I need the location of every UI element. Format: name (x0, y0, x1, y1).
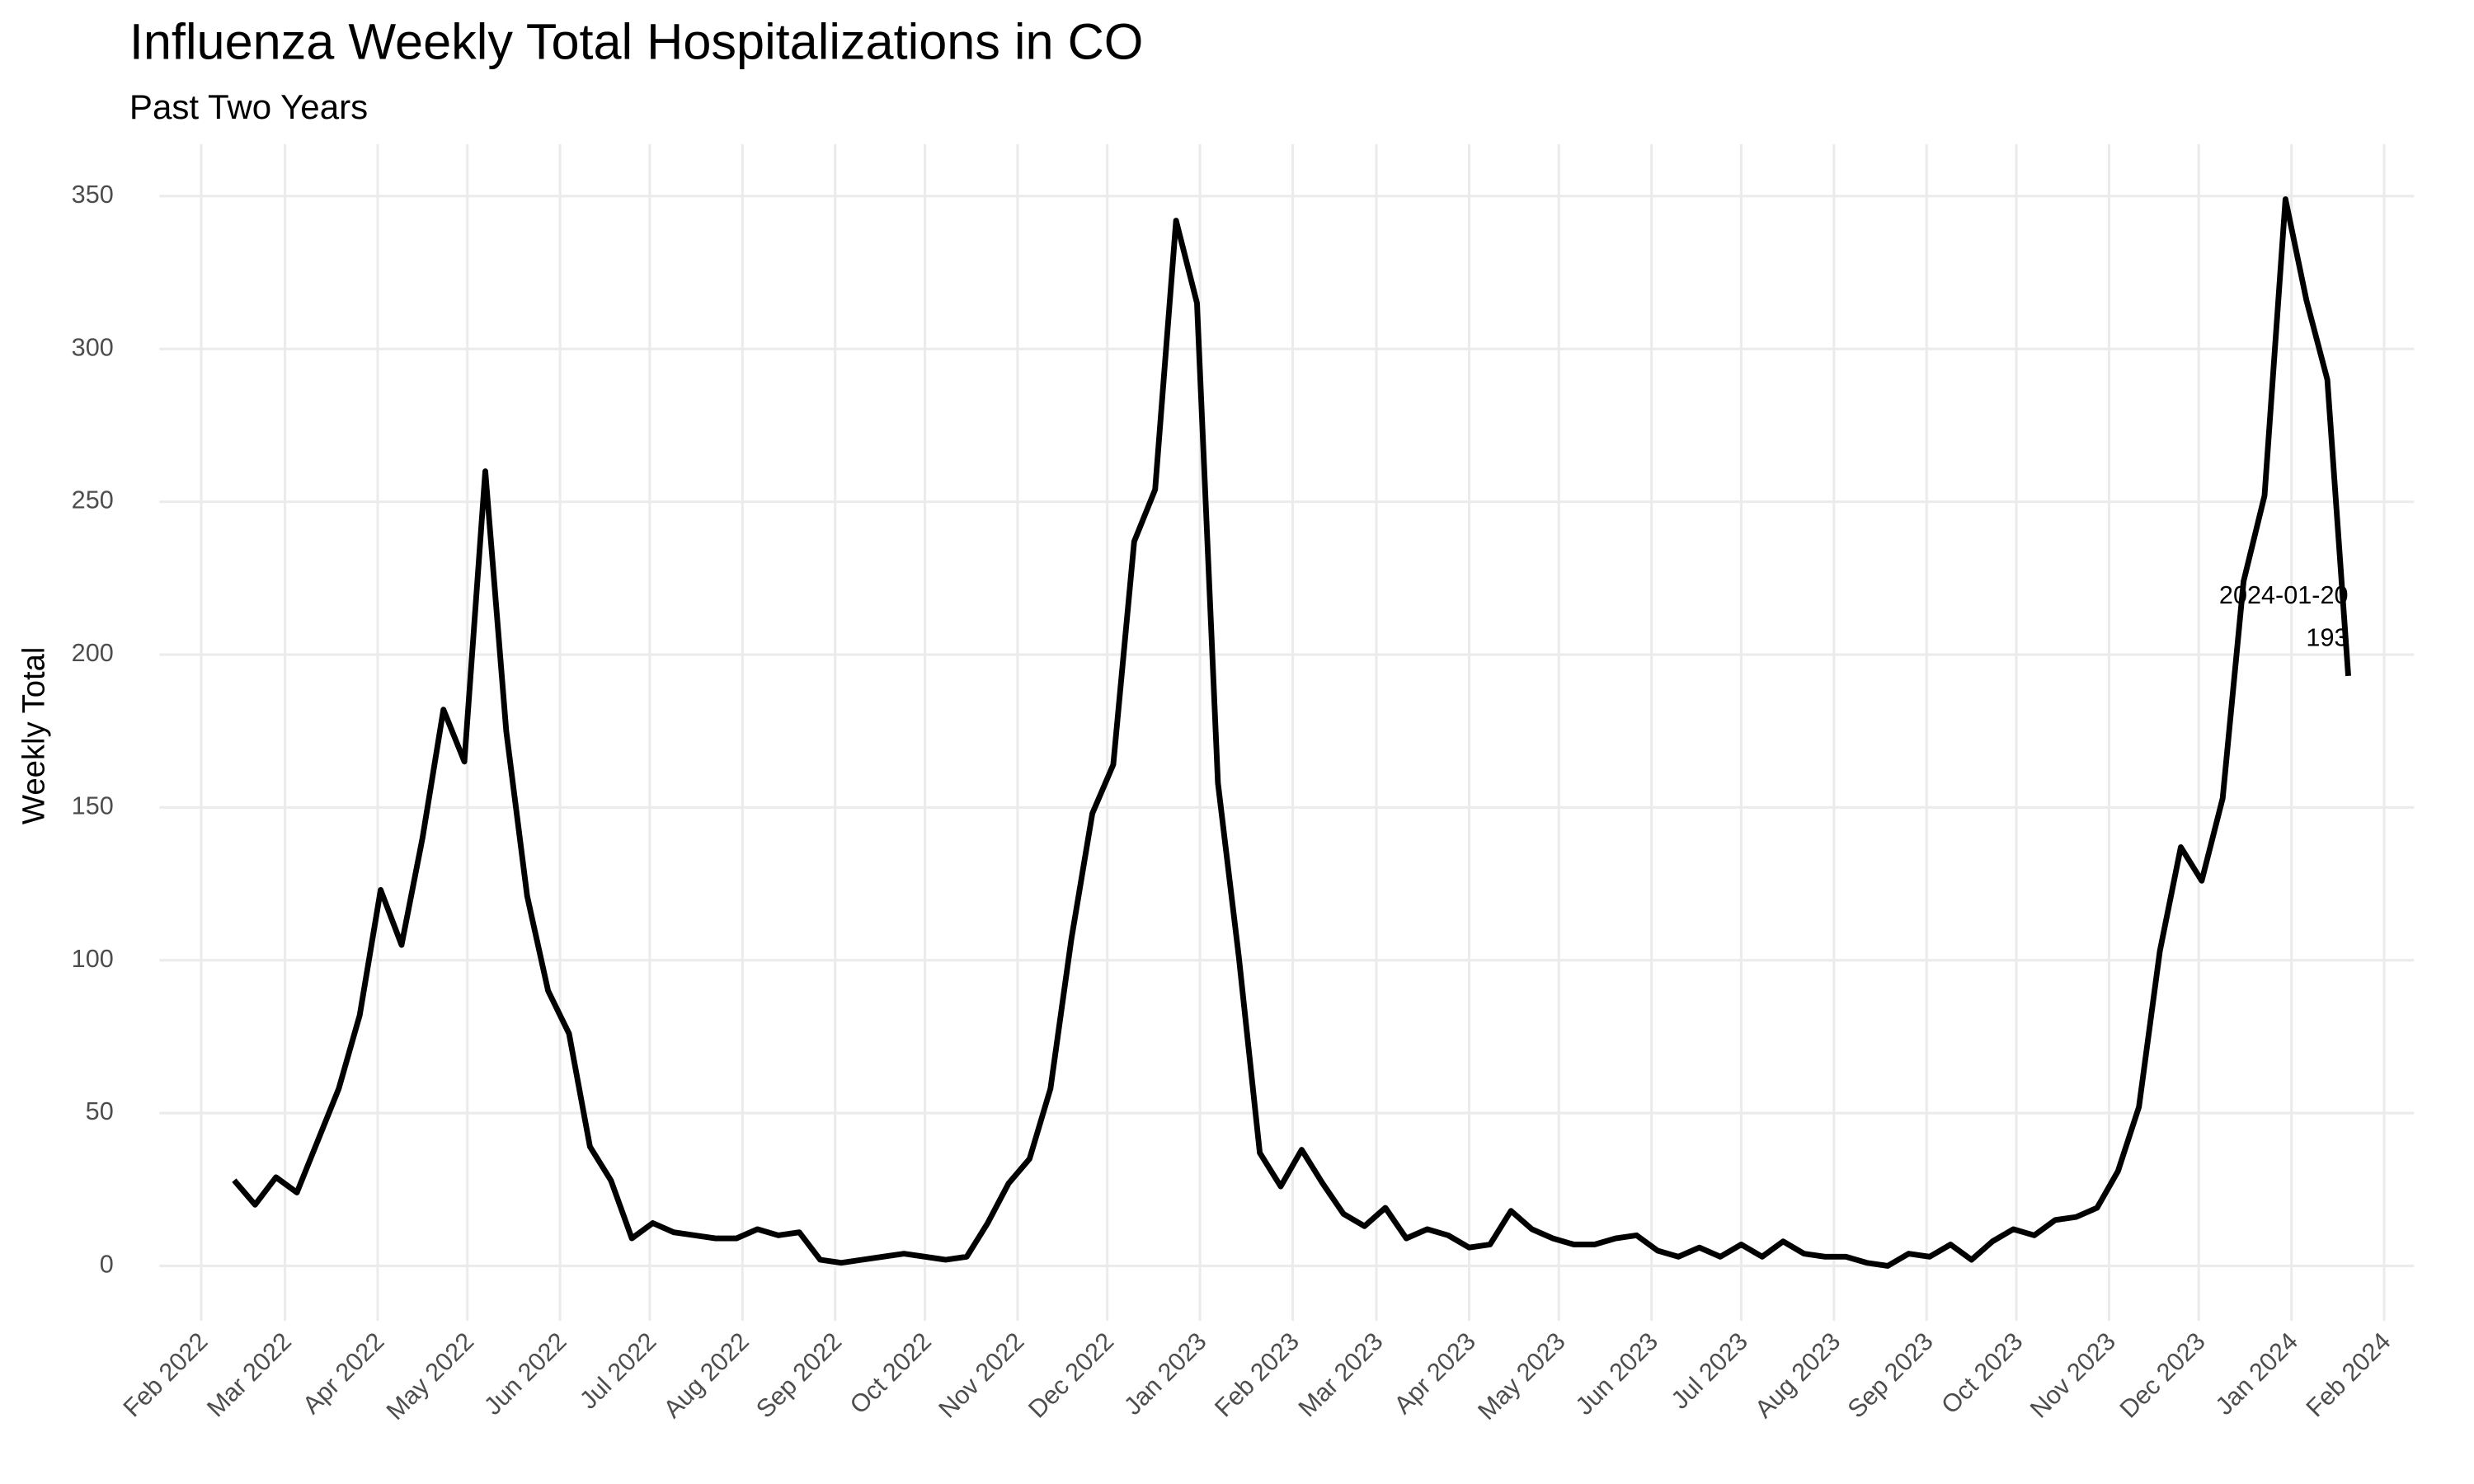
annotation-date: 2024-01-20 (2219, 581, 2349, 609)
x-tick-label: Jun 2023 (1570, 1327, 1663, 1421)
x-tick-label: Feb 2024 (2301, 1327, 2396, 1423)
line (232, 196, 2351, 1269)
x-tick-label: Jul 2023 (1666, 1327, 1753, 1415)
y-tick-label: 350 (72, 181, 114, 209)
x-tick-label: May 2022 (381, 1327, 479, 1425)
x-tick-label: Jan 2023 (1119, 1327, 1212, 1421)
y-axis-label: Weekly Total (16, 647, 52, 824)
x-tick-label: Aug 2023 (1750, 1327, 1846, 1424)
chart-subtitle: Past Two Years (129, 87, 368, 126)
x-tick-label: Nov 2023 (2025, 1327, 2121, 1424)
x-tick-label: Feb 2023 (1210, 1327, 1305, 1423)
y-tick-label: 250 (72, 486, 114, 514)
y-tick-label: 200 (72, 639, 114, 667)
x-tick-label: May 2023 (1473, 1327, 1571, 1425)
x-tick-label: Nov 2022 (934, 1327, 1030, 1424)
y-tick-label: 100 (72, 945, 114, 973)
x-tick-label: Jul 2022 (575, 1327, 662, 1415)
x-tick-label: Oct 2022 (844, 1327, 937, 1420)
y-tick-label: 300 (72, 333, 114, 361)
x-tick-label: Aug 2022 (658, 1327, 755, 1424)
annotation-value: 193 (2306, 624, 2348, 652)
x-tick-label: Mar 2023 (1293, 1327, 1388, 1422)
x-tick-label: Apr 2022 (298, 1327, 390, 1420)
x-tick-label: Dec 2022 (1023, 1327, 1120, 1424)
x-tick-label: Jun 2022 (479, 1327, 572, 1421)
y-tick-label: 50 (86, 1097, 114, 1125)
x-tick-label: Jan 2024 (2210, 1327, 2303, 1421)
y-tick-label: 0 (100, 1251, 114, 1279)
x-tick-label: Feb 2022 (118, 1327, 214, 1423)
x-tick-label: Oct 2023 (1936, 1327, 2029, 1420)
y-tick-label: 150 (72, 791, 114, 819)
x-tick-label: Apr 2023 (1389, 1327, 1481, 1420)
chart-title: Influenza Weekly Total Hospitalizations … (129, 14, 1144, 70)
x-tick-label: Mar 2022 (202, 1327, 297, 1422)
x-tick-label: Dec 2023 (2114, 1327, 2211, 1424)
x-tick-label: Sep 2022 (751, 1327, 848, 1424)
x-tick-label: Sep 2023 (1842, 1327, 1939, 1424)
